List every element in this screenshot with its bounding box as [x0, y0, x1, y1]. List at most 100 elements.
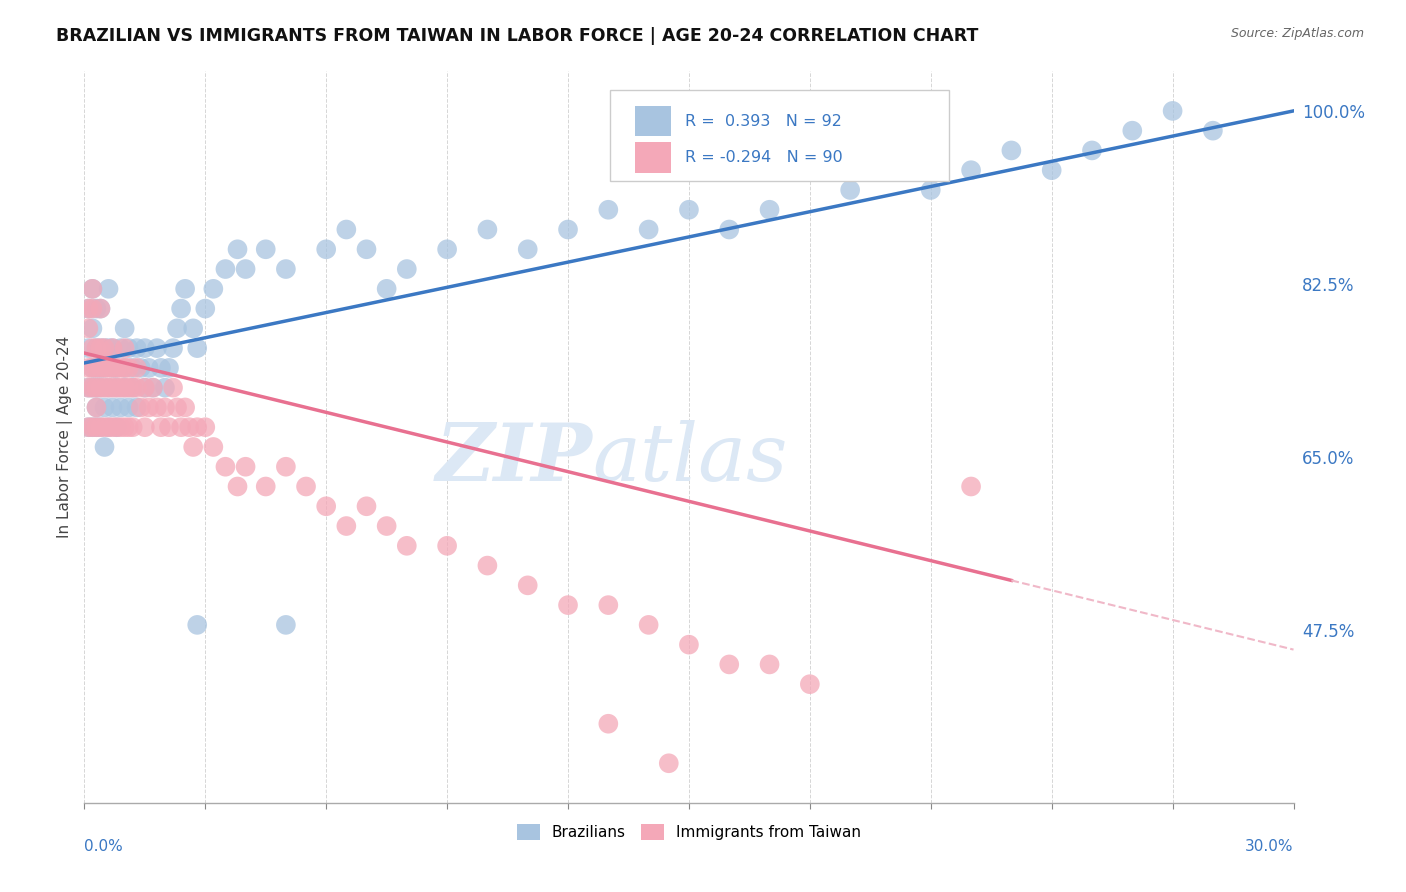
Point — [637, 222, 659, 236]
Point — [162, 381, 184, 395]
Point — [134, 381, 156, 395]
Point — [110, 381, 132, 395]
Point — [194, 301, 217, 316]
Point — [598, 716, 620, 731]
Point — [93, 440, 115, 454]
Point — [114, 360, 136, 375]
Point — [718, 657, 741, 672]
Point — [118, 360, 141, 375]
Point — [118, 420, 141, 434]
Point — [114, 420, 136, 434]
Point — [77, 301, 100, 316]
Point — [77, 341, 100, 355]
Point — [82, 282, 104, 296]
Point — [101, 341, 124, 355]
Point — [637, 618, 659, 632]
Point — [82, 321, 104, 335]
Point — [105, 381, 128, 395]
Point — [335, 519, 357, 533]
Point — [82, 341, 104, 355]
Point — [138, 360, 160, 375]
Point — [93, 341, 115, 355]
Point — [134, 341, 156, 355]
Point — [1161, 103, 1184, 118]
Point — [93, 360, 115, 375]
Point — [101, 381, 124, 395]
Point — [146, 401, 169, 415]
Point — [315, 242, 337, 256]
Point — [125, 341, 148, 355]
Point — [186, 618, 208, 632]
Point — [142, 381, 165, 395]
Point — [235, 262, 257, 277]
Point — [598, 598, 620, 612]
Point — [254, 242, 277, 256]
Point — [77, 301, 100, 316]
Point — [101, 341, 124, 355]
Point — [121, 360, 143, 375]
Point — [93, 360, 115, 375]
Point — [89, 381, 111, 395]
Point — [86, 341, 108, 355]
Point — [82, 381, 104, 395]
Point — [97, 360, 120, 375]
Point — [118, 381, 141, 395]
Point — [129, 401, 152, 415]
Point — [77, 381, 100, 395]
Point — [254, 479, 277, 493]
Point — [77, 321, 100, 335]
Point — [295, 479, 318, 493]
Point — [86, 341, 108, 355]
Point — [678, 638, 700, 652]
Point — [101, 360, 124, 375]
Point — [101, 360, 124, 375]
Point — [134, 420, 156, 434]
Point — [82, 381, 104, 395]
Point — [179, 420, 201, 434]
Point — [118, 341, 141, 355]
Point — [89, 360, 111, 375]
Point — [146, 341, 169, 355]
Point — [86, 381, 108, 395]
Point — [110, 401, 132, 415]
Point — [121, 381, 143, 395]
Point — [89, 341, 111, 355]
Y-axis label: In Labor Force | Age 20-24: In Labor Force | Age 20-24 — [58, 336, 73, 538]
Point — [1081, 144, 1104, 158]
Point — [89, 301, 111, 316]
Point — [97, 381, 120, 395]
Point — [105, 420, 128, 434]
Point — [82, 420, 104, 434]
Point — [516, 578, 538, 592]
Point — [356, 242, 378, 256]
Point — [274, 618, 297, 632]
Point — [1121, 123, 1143, 137]
Point — [395, 262, 418, 277]
Point — [125, 401, 148, 415]
Point — [105, 420, 128, 434]
Point — [1202, 123, 1225, 137]
Point — [86, 420, 108, 434]
Point — [166, 321, 188, 335]
Point — [125, 360, 148, 375]
Point — [97, 381, 120, 395]
Point — [97, 420, 120, 434]
Point — [157, 420, 180, 434]
Point — [82, 282, 104, 296]
Point — [149, 360, 172, 375]
Bar — [634, 143, 671, 173]
Point — [477, 222, 499, 236]
Point — [77, 381, 100, 395]
Point — [121, 420, 143, 434]
Point — [93, 341, 115, 355]
Point — [97, 420, 120, 434]
Point — [758, 202, 780, 217]
Point — [226, 242, 249, 256]
Text: 30.0%: 30.0% — [1246, 839, 1294, 855]
Point — [879, 163, 901, 178]
Point — [86, 301, 108, 316]
Point — [557, 222, 579, 236]
Point — [89, 360, 111, 375]
Point — [170, 420, 193, 434]
Point — [186, 420, 208, 434]
